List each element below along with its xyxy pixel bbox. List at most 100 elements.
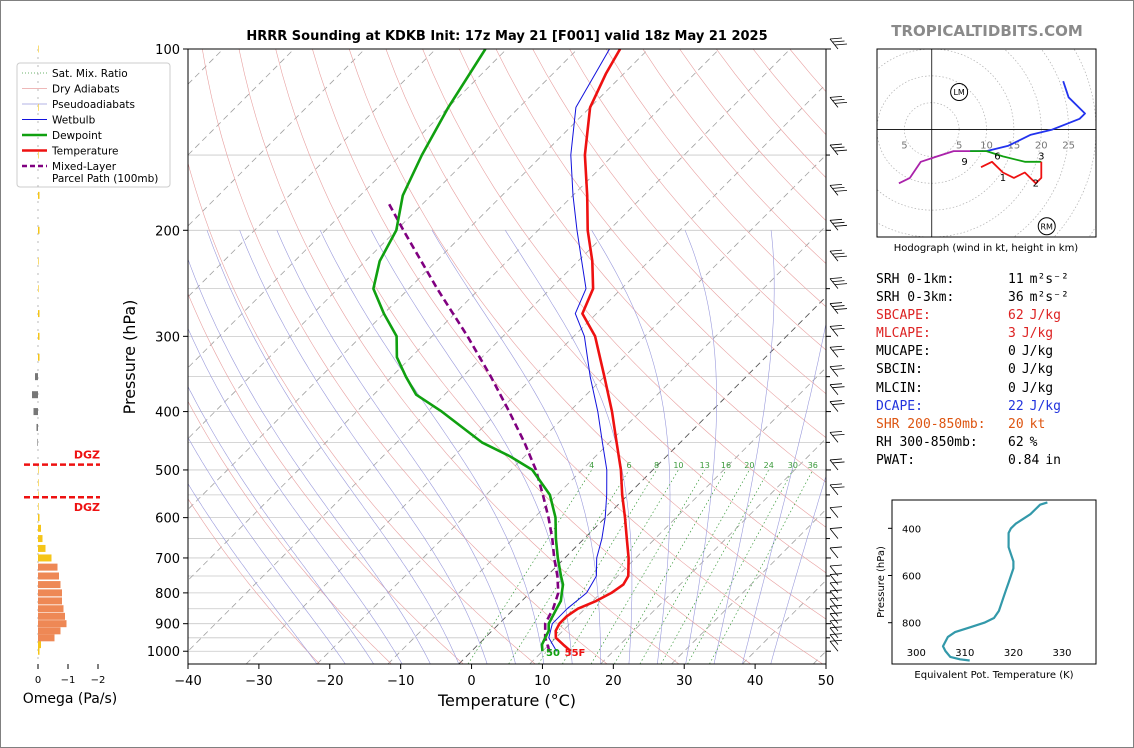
pressure-tick-label: 600 <box>155 512 180 527</box>
wind-barb-flag <box>834 308 848 310</box>
wind-barb-flag <box>829 483 843 486</box>
mixing-ratio-line <box>538 469 657 664</box>
pseudoadiabat-line <box>188 385 374 664</box>
omega-bar <box>38 641 41 649</box>
hodograph-3-6-km-line <box>970 150 1042 163</box>
surface-dewpoint-label: 50 <box>546 648 560 659</box>
wind-barb-staff <box>829 484 839 496</box>
param-value: 11 <box>1008 272 1024 287</box>
omega-panel: DGZ DGZ 0 −1 −2 <box>24 45 105 686</box>
wind-barb <box>829 639 843 652</box>
omega-bar <box>38 634 55 642</box>
mixing-ratio-line <box>709 469 814 664</box>
wind-barb-flag <box>832 386 845 389</box>
param-unit: in <box>1045 452 1061 468</box>
wind-barb-staff <box>829 574 839 585</box>
wind-barb <box>829 143 848 156</box>
legend-label-line: Mixed-Layer <box>52 161 117 173</box>
wind-barb <box>829 383 845 395</box>
wind-barb-staff <box>829 384 839 395</box>
hodograph-ring-label: 20 <box>1035 141 1048 152</box>
omega-bar <box>38 627 61 635</box>
wind-barb-flag <box>829 527 843 529</box>
param-row: RH 300-850mb: 62% <box>876 434 1106 452</box>
wind-barb-flag <box>829 458 843 461</box>
wind-barb <box>829 527 843 539</box>
wind-barb-staff <box>829 326 839 337</box>
pressure-tick-label: 800 <box>155 587 180 602</box>
omega-bar <box>38 620 67 628</box>
omega-bar <box>38 310 40 318</box>
omega-bar <box>38 514 40 522</box>
wind-barb-staff <box>829 547 839 559</box>
wind-barb <box>829 546 843 559</box>
pseudoadiabat-line <box>713 230 775 664</box>
param-label: SBCAPE: <box>876 308 931 324</box>
omega-bar <box>38 535 43 543</box>
temp-tick-label: 10 <box>534 674 551 689</box>
pseudoadiabat-line <box>206 230 460 664</box>
omega-x-label: Omega (Pa/s) <box>23 691 118 707</box>
dry-adiabat-line <box>188 400 392 664</box>
theta-e-x-tick-label: 330 <box>1052 648 1071 659</box>
mixing-ratio-label: 10 <box>673 461 683 470</box>
wind-barb-flag <box>832 486 845 489</box>
theta-e-x-tick-label: 300 <box>907 648 926 659</box>
theta-e-y-tick-label: 800 <box>902 619 921 630</box>
omega-bar <box>38 581 61 589</box>
omega-bar <box>38 226 40 234</box>
hodograph-frame <box>876 48 1097 238</box>
param-value: 62 <box>1008 308 1024 324</box>
hodograph-height-label: 1 <box>1000 173 1006 184</box>
wind-barb-flag <box>834 255 848 258</box>
wind-barb-flag <box>829 37 843 40</box>
wind-barb-flag <box>829 249 843 252</box>
wind-barb-flag <box>834 224 848 227</box>
omega-bar <box>38 563 58 571</box>
wind-barb-flag <box>829 302 843 304</box>
hodograph-caption: Hodograph (wind in kt, height in km) <box>894 243 1079 254</box>
wind-barb-flag <box>832 186 845 189</box>
skewt-x-label: Temperature (°C) <box>437 691 576 710</box>
pseudoadiabat-line <box>591 230 671 664</box>
temp-tick-label: −40 <box>174 674 201 689</box>
skewt-legend: Sat. Mix. Ratio Dry Adiabats Pseudoadiabat… <box>16 62 171 188</box>
wind-barb-flag <box>834 101 848 104</box>
legend-label-line: Sat. Mix. Ratio <box>52 68 128 80</box>
param-row: PWAT: 0.84 in <box>876 452 1106 470</box>
dry-adiabat-line <box>532 49 826 395</box>
param-unit: m²s⁻² <box>1029 290 1069 306</box>
hodograph-ring-label: 15 <box>1008 141 1021 152</box>
hodograph-ring-label: 25 <box>1062 141 1075 152</box>
storm-motion-lm-marker <box>950 82 969 101</box>
temperature-line <box>554 49 630 653</box>
legend-label: Dry Adiabats <box>52 84 120 96</box>
param-unit: J/kg <box>1021 362 1054 378</box>
wind-barb <box>829 218 848 231</box>
wind-barb-flag <box>832 305 845 307</box>
omega-bar <box>38 647 40 655</box>
mixing-ratio-label: 36 <box>808 461 818 470</box>
wind-barb-flag <box>832 40 845 43</box>
pseudoadiabat-line <box>239 230 488 664</box>
mixing-ratio-label: 24 <box>764 461 774 470</box>
isotherm-line <box>188 49 295 156</box>
hodograph-ring-label: 10 <box>980 141 993 152</box>
wind-barb-flag <box>832 327 845 330</box>
wind-barb-flag <box>832 433 845 436</box>
omega-bar <box>37 438 38 446</box>
pseudoadiabat-line <box>370 230 573 664</box>
dry-adiabat-line <box>605 49 826 308</box>
legend-label: Pseudoadiabats <box>52 99 135 111</box>
wind-barb-flag <box>832 98 845 101</box>
hodograph-ring-label: 5 <box>901 141 907 152</box>
wind-barb <box>829 483 845 496</box>
pressure-tick-label: 400 <box>155 406 180 421</box>
omega-bar <box>38 605 64 613</box>
dry-adiabat-line <box>188 161 536 664</box>
param-label: SHR 200-850mb: <box>876 416 986 432</box>
skewt-y-label: Pressure (hPa) <box>120 300 139 415</box>
wind-barb-flag <box>832 252 845 255</box>
wind-barb-flag <box>834 189 848 192</box>
temp-tick-label: 50 <box>818 674 835 689</box>
